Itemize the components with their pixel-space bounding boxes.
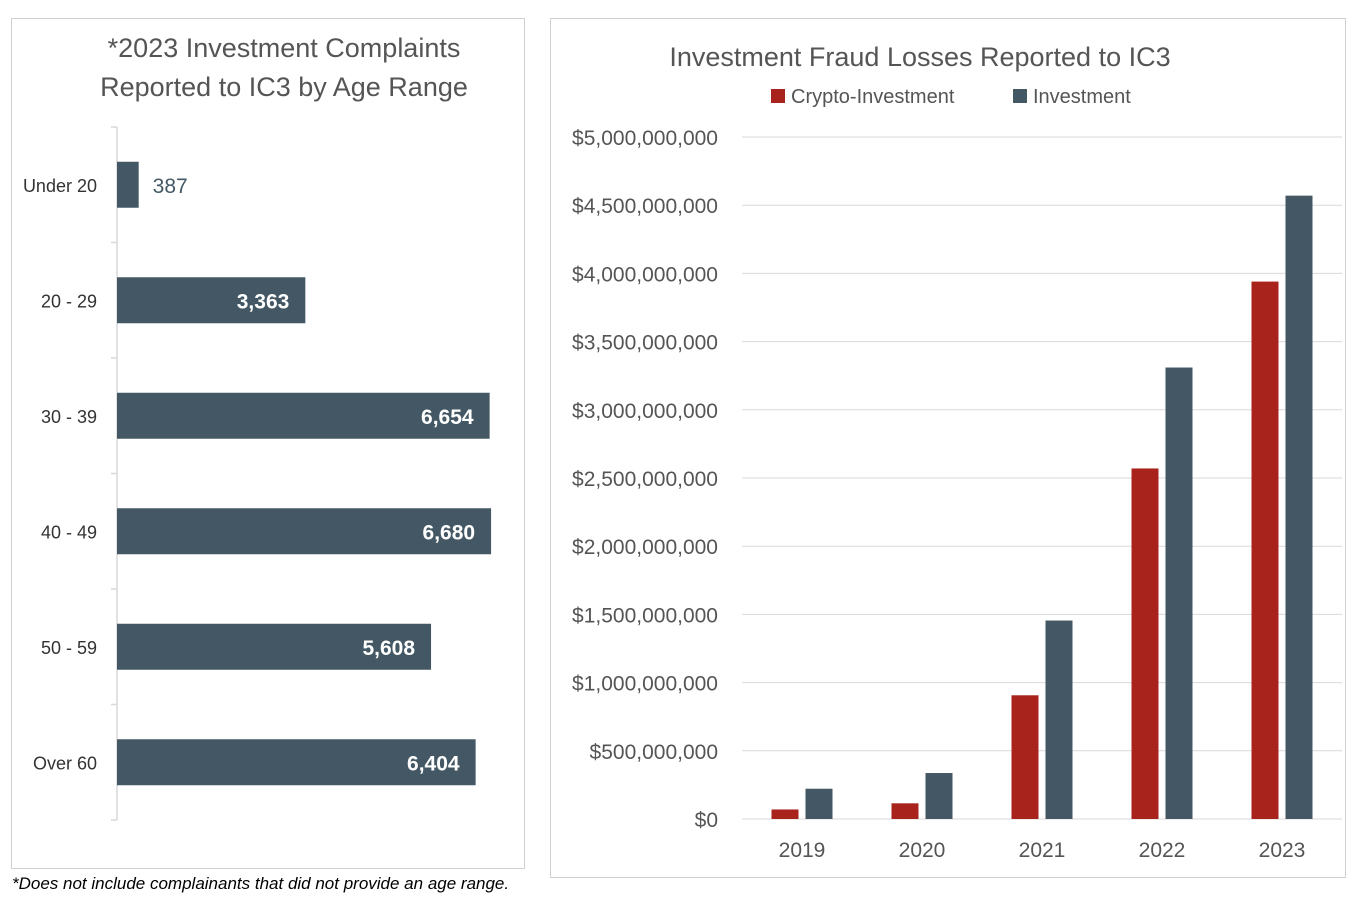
fraud-losses-chart-panel [550,18,1346,878]
age-range-chart-panel [11,18,525,869]
footnote: *Does not include complainants that did … [12,874,510,893]
